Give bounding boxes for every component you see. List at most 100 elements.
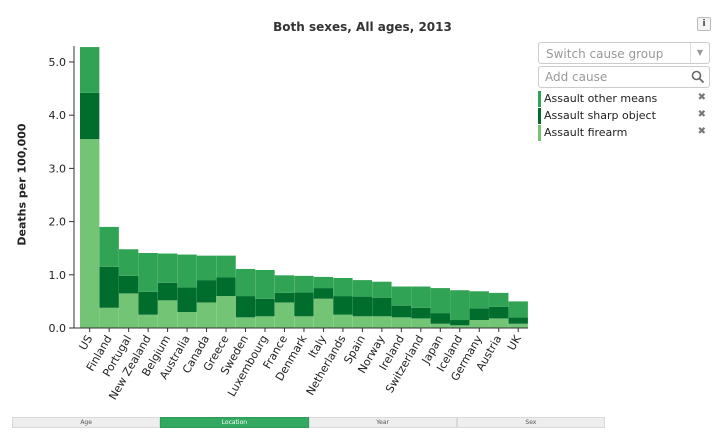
legend-item: Assault other means ✖ [538, 91, 710, 107]
bar-segment[interactable] [255, 270, 275, 299]
y-tick-label: 4.0 [49, 109, 67, 122]
bar-segment[interactable] [138, 314, 158, 328]
close-icon[interactable]: ✖ [697, 109, 706, 120]
bar-segment[interactable] [450, 320, 470, 326]
bar-segment[interactable] [99, 307, 119, 328]
bar-segment[interactable] [489, 292, 509, 307]
bar-segment[interactable] [508, 301, 528, 318]
y-axis-title: Deaths per 100,000 [15, 123, 29, 246]
close-icon[interactable]: ✖ [697, 92, 706, 103]
bar-segment[interactable] [235, 296, 256, 318]
tab-age[interactable]: Age [12, 417, 161, 428]
bar-segment[interactable] [430, 288, 450, 314]
bar-segment[interactable] [391, 286, 412, 306]
bar-segment[interactable] [99, 266, 119, 308]
bar-segment[interactable] [80, 47, 100, 93]
bar-segment[interactable] [430, 323, 450, 328]
bar-segment[interactable] [216, 277, 236, 297]
bar-segment[interactable] [80, 92, 100, 140]
bar-segment[interactable] [430, 313, 450, 324]
cause-group-select[interactable]: Switch cause group ▼ [538, 42, 710, 64]
bar-segment[interactable] [352, 296, 373, 317]
y-tick-label: 3.0 [49, 162, 67, 175]
legend-label: Assault other means [544, 92, 658, 105]
add-cause-field[interactable] [538, 66, 710, 88]
bar-segment[interactable] [196, 302, 217, 328]
bar-segment[interactable] [391, 305, 412, 318]
bar-segment[interactable] [313, 276, 334, 289]
bar-segment[interactable] [138, 252, 158, 292]
bar-segment[interactable] [333, 314, 353, 328]
bar-segment[interactable] [313, 288, 334, 299]
bar-segment[interactable] [216, 296, 236, 328]
bar-segment[interactable] [372, 297, 392, 317]
bar-segment[interactable] [216, 255, 236, 278]
bar-segment[interactable] [333, 296, 353, 315]
y-tick-label: 0.0 [49, 322, 67, 335]
bar-segment[interactable] [489, 306, 509, 319]
bar-segment[interactable] [352, 280, 373, 297]
bar-segment[interactable] [411, 307, 431, 319]
legend-label: Assault firearm [544, 126, 628, 139]
legend-item: Assault sharp object ✖ [538, 108, 710, 124]
legend-swatch [538, 91, 541, 107]
bar-segment[interactable] [372, 281, 392, 298]
chart-title: Both sexes, All ages, 2013 [273, 20, 452, 34]
bar-segment[interactable] [352, 316, 373, 328]
chevron-down-icon[interactable]: ▼ [690, 43, 709, 63]
info-icon[interactable]: i [697, 17, 711, 31]
bar-segment[interactable] [80, 139, 100, 328]
tab-location[interactable]: Location [160, 417, 309, 428]
bar-segment[interactable] [294, 316, 314, 328]
tab-year[interactable]: Year [308, 417, 457, 428]
legend-item: Assault firearm ✖ [538, 125, 710, 141]
bar-segment[interactable] [489, 318, 509, 328]
bar-segment[interactable] [294, 292, 314, 317]
bar-segment[interactable] [469, 320, 489, 328]
bar-segment[interactable] [138, 291, 158, 315]
bar-segment[interactable] [450, 325, 470, 328]
bar-segment[interactable] [196, 280, 217, 303]
bar-segment[interactable] [411, 318, 431, 328]
bar-segment[interactable] [469, 291, 489, 309]
bar-segment[interactable] [391, 317, 412, 328]
bar-segment[interactable] [157, 300, 178, 328]
y-tick-label: 2.0 [49, 216, 67, 229]
y-tick-label: 5.0 [49, 56, 67, 69]
bar-segment[interactable] [235, 317, 256, 328]
bar-segment[interactable] [177, 312, 197, 328]
bar-segment[interactable] [177, 254, 197, 288]
bar-segment[interactable] [274, 302, 295, 328]
bar-segment[interactable] [333, 277, 353, 297]
bar-segment[interactable] [274, 275, 295, 293]
bar-segment[interactable] [372, 316, 392, 328]
tab-sex[interactable]: Sex [456, 417, 605, 428]
search-icon[interactable] [691, 70, 705, 84]
add-cause-input[interactable] [539, 67, 691, 87]
bar-segment[interactable] [450, 290, 470, 321]
legend-swatch [538, 108, 541, 124]
bar-segment[interactable] [508, 323, 528, 328]
bar-segment[interactable] [313, 298, 334, 328]
close-icon[interactable]: ✖ [697, 126, 706, 137]
bar-segment[interactable] [177, 287, 197, 313]
bar-segment[interactable] [411, 286, 431, 308]
bar-segment[interactable] [508, 317, 528, 324]
bar-segment[interactable] [274, 292, 295, 303]
bar-segment[interactable] [469, 308, 489, 321]
bar-segment[interactable] [255, 316, 275, 328]
bar-segment[interactable] [118, 249, 139, 276]
bar-segment[interactable] [294, 275, 314, 293]
y-tick-label: 1.0 [49, 269, 67, 282]
bar-segment[interactable] [235, 268, 256, 297]
bar-segment[interactable] [157, 253, 178, 283]
legend-swatch [538, 125, 541, 141]
bar-segment[interactable] [118, 293, 139, 328]
bar-segment[interactable] [196, 255, 217, 281]
bar-segment[interactable] [255, 298, 275, 317]
bar-segment[interactable] [157, 282, 178, 301]
x-tick-label: UK [505, 332, 524, 352]
bar-segment[interactable] [99, 226, 119, 267]
bar-segment[interactable] [118, 275, 139, 294]
